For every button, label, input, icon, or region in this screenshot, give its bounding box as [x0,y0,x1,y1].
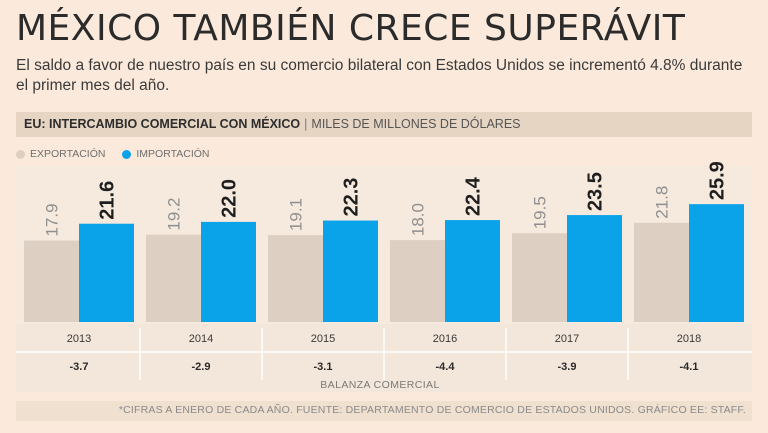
chart-header: EU: INTERCAMBIO COMERCIAL CON MÉXICO | MIL… [24,117,521,131]
bar-export-2014 [146,234,201,322]
import-value-label: 25.9 [707,161,729,200]
bar-export-2015 [268,235,323,322]
bar-import-2014 [201,221,256,322]
chart-header-bar: EU: INTERCAMBIO COMERCIAL CON MÉXICO | MIL… [16,112,752,137]
bar-import-2017 [567,215,622,322]
import-value-label: 22.3 [341,178,363,217]
balance-value: -4.1 [680,361,699,373]
legend-import-label: IMPORTACIÓN [136,148,210,160]
page-title: MÉXICO TAMBIÉN CRECE SUPERÁVIT [16,8,686,49]
chart-panel [16,166,752,324]
balance-value: -3.9 [558,361,577,373]
bar-export-2013 [24,240,79,322]
x-tick-label: 2015 [311,333,335,345]
legend-item-export: EXPORTACIÓN [16,148,105,160]
balance-value: -2.9 [192,361,211,373]
bar-import-2016 [445,220,500,322]
export-value-label: 19.2 [165,198,184,231]
import-value-label: 23.5 [585,172,607,211]
chart-header-separator: | [304,117,308,131]
bar-export-2017 [512,233,567,322]
balance-value: -4.4 [436,361,456,373]
export-value-label: 18.0 [409,203,428,236]
legend-export-label: EXPORTACIÓN [30,148,106,160]
chart-header-label: EU: INTERCAMBIO COMERCIAL CON MÉXICO [24,117,301,131]
x-tick-label: 2018 [677,333,701,345]
bar-import-2013 [79,223,134,322]
import-value-label: 22.0 [219,179,241,218]
legend-import-swatch [122,149,132,159]
legend-item-import: IMPORTACIÓN [122,148,210,160]
x-tick-label: 2013 [67,333,91,345]
export-value-label: 19.5 [531,196,550,229]
export-value-label: 19.1 [287,198,306,231]
balance-value: -3.1 [314,361,333,373]
balance-value: -3.7 [70,361,89,373]
bar-export-2016 [390,240,445,322]
export-value-label: 21.8 [653,186,672,219]
import-value-label: 21.6 [97,181,119,220]
legend-export-swatch [16,149,25,159]
import-value-label: 22.4 [463,176,485,216]
bar-import-2015 [323,220,378,322]
bar-import-2018 [689,204,744,322]
x-tick-label: 2014 [189,333,213,345]
x-tick-label: 2017 [555,333,579,345]
balance-label: BALANZA COMERCIAL [320,379,439,391]
x-tick-label: 2016 [433,333,457,345]
bar-chart: 17.9 21.6 2013 -3.7 19.2 22.0 2014 -2.9 19.1 22.3… [16,161,752,392]
footnote: *CIFRAS A ENERO DE CADA AÑO. FUENTE: DEP… [118,404,746,416]
footnote-bar: *CIFRAS A ENERO DE CADA AÑO. FUENTE: DEP… [16,401,752,421]
chart-legend: EXPORTACIÓN IMPORTACIÓN [16,148,224,162]
bar-export-2018 [634,222,689,322]
chart-header-units: MILES DE MILLONES DE DÓLARES [311,117,521,131]
subtitle: El saldo a favor de nuestro país en su c… [16,57,743,94]
export-value-label: 17.9 [43,203,62,236]
